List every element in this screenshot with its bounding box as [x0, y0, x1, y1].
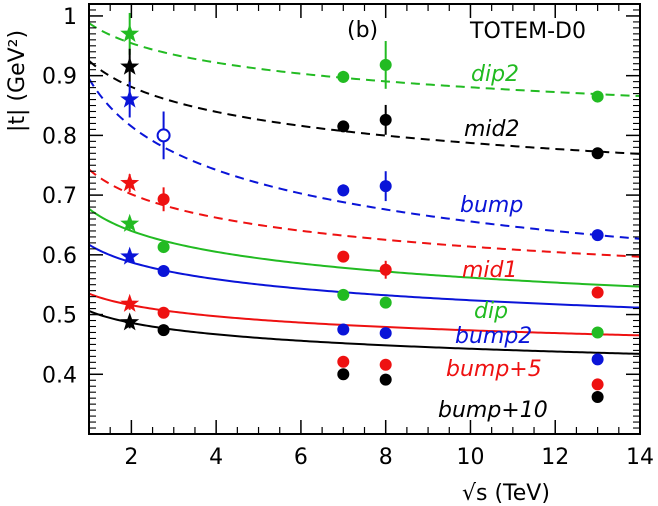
point-marker-dip2 — [337, 70, 350, 83]
curve-bump+5 — [89, 292, 640, 337]
series-label-mid1: mid1 — [462, 258, 518, 283]
star-marker-bump — [120, 89, 140, 108]
point-marker-dip2 — [591, 90, 604, 103]
point-marker-bump+10 — [337, 368, 350, 381]
x-tick-label: 14 — [626, 445, 654, 470]
series-label-dip: dip — [474, 299, 508, 324]
point-marker-bump2 — [379, 327, 392, 340]
series-label-bump: bump — [460, 193, 523, 218]
series-label-dip2: dip2 — [471, 62, 519, 87]
star-marker-bump+10 — [120, 312, 140, 331]
point-marker-bump — [379, 180, 392, 193]
y-axis-title: |t| (GeV²) — [5, 30, 30, 132]
y-tick-label: 1 — [63, 5, 77, 30]
point-marker-bump — [591, 229, 604, 242]
curve-bump2 — [89, 243, 640, 309]
point-marker-bump+5 — [337, 355, 350, 368]
x-tick-label: 6 — [294, 445, 308, 470]
point-marker-bump2 — [591, 353, 604, 366]
y-tick-label: 0.9 — [42, 65, 77, 90]
curve-mid1 — [89, 168, 640, 258]
point-marker-dip — [379, 296, 392, 309]
y-tick-label: 0.4 — [42, 363, 77, 388]
curve-bump — [89, 78, 640, 240]
x-tick-label: 12 — [541, 445, 569, 470]
point-marker-bump+5 — [591, 378, 604, 391]
fit-curves — [89, 22, 640, 355]
annotation-totem-d0: TOTEM-D0 — [469, 19, 586, 44]
star-marker-bump2 — [120, 246, 140, 265]
data-markers — [120, 12, 604, 403]
point-marker-bump+5 — [379, 358, 392, 371]
point-marker-bump — [337, 184, 350, 197]
panel-label: (b) — [347, 18, 378, 43]
x-tick-label: 4 — [209, 445, 223, 470]
point-marker-dip — [157, 241, 170, 254]
point-marker-mid1 — [157, 193, 170, 206]
curve-bump+10 — [89, 310, 640, 355]
star-marker-bump+5 — [120, 293, 140, 312]
series-label-mid2: mid2 — [464, 117, 520, 142]
point-marker-bump2 — [157, 264, 170, 277]
point-marker-dip — [591, 326, 604, 339]
x-tick-label: 2 — [124, 445, 138, 470]
x-axis-title: √s (TeV) — [462, 481, 550, 506]
curve-mid2 — [89, 59, 640, 155]
x-tick-label: 10 — [456, 445, 484, 470]
series-label-bump2: bump2 — [455, 324, 532, 349]
x-tick-label: 8 — [379, 445, 393, 470]
plot-frame — [88, 3, 641, 435]
point-marker-bump+10 — [379, 373, 392, 386]
point-marker-bump2 — [337, 323, 350, 336]
point-marker-mid1 — [379, 263, 392, 276]
series-label-bump+10: bump+10 — [438, 398, 548, 423]
point-marker-mid2 — [337, 120, 350, 133]
point-marker-mid1 — [591, 286, 604, 299]
open-marker-bump — [156, 128, 171, 143]
y-tick-label: 0.5 — [42, 304, 77, 329]
point-marker-bump+10 — [157, 324, 170, 337]
point-marker-mid2 — [591, 147, 604, 160]
star-marker-mid1 — [120, 173, 140, 192]
y-tick-label: 0.7 — [42, 184, 77, 209]
point-marker-mid1 — [337, 250, 350, 263]
axes: 2 4 6 8 10 12 14 0.4 0.5 0.6 0.7 0.8 0.9 1 — [42, 3, 654, 470]
curve-dip2 — [89, 22, 640, 98]
star-marker-mid2 — [120, 56, 140, 75]
point-marker-dip2 — [379, 58, 392, 71]
star-marker-dip2 — [120, 23, 140, 42]
series-label-bump+5: bump+5 — [446, 357, 542, 382]
point-marker-dip — [337, 288, 350, 301]
star-marker-dip — [120, 213, 140, 232]
point-marker-mid2 — [379, 113, 392, 126]
point-marker-bump+10 — [591, 390, 604, 403]
curve-dip — [89, 208, 640, 288]
point-marker-bump+5 — [157, 306, 170, 319]
y-tick-label: 0.6 — [42, 244, 77, 269]
y-tick-label: 0.8 — [42, 124, 77, 149]
